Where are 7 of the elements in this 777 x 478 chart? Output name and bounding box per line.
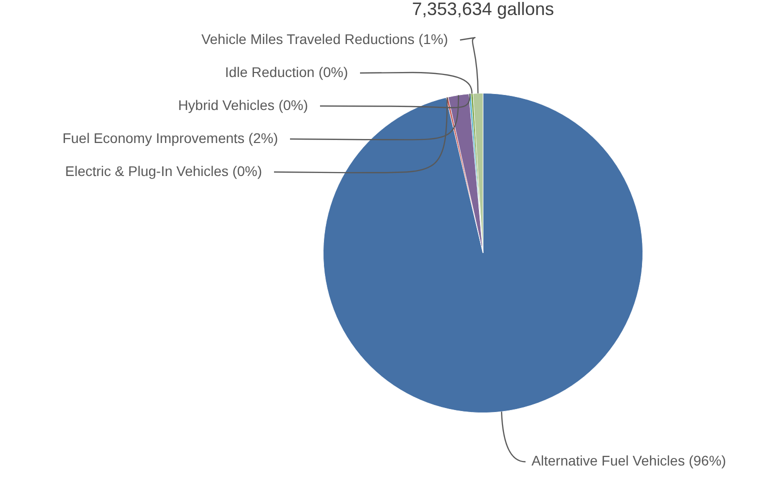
chart-title: 7,353,634 gallons: [412, 0, 554, 19]
slice-label: Fuel Economy Improvements (2%): [62, 130, 278, 146]
slice-label: Alternative Fuel Vehicles (96%): [532, 452, 726, 469]
slice-label: Idle Reduction (0%): [225, 64, 348, 80]
slice-label: Vehicle Miles Traveled Reductions (1%): [201, 30, 448, 47]
slice-label: Hybrid Vehicles (0%): [178, 96, 308, 113]
slice-label: Electric & Plug-In Vehicles (0%): [65, 162, 262, 179]
